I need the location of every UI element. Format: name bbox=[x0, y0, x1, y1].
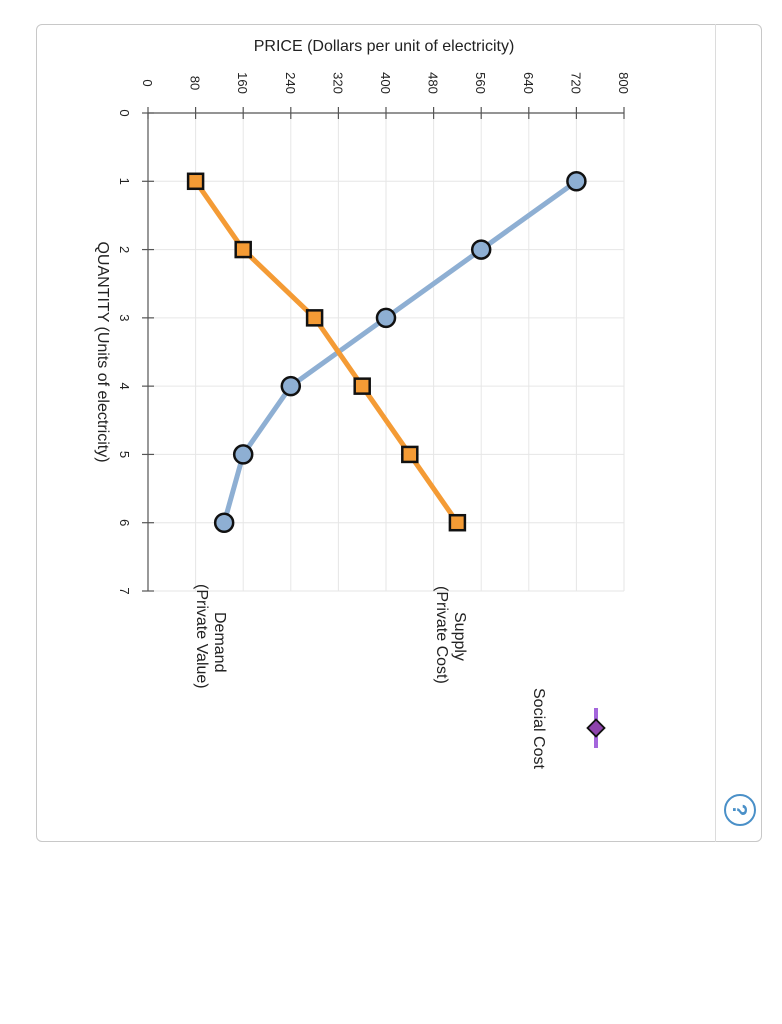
price-tick-label-480: 480 bbox=[426, 72, 441, 94]
series bbox=[186, 171, 587, 533]
help-icon-glyph: ? bbox=[728, 804, 750, 816]
quantity-tick-label-1: 1 bbox=[117, 178, 132, 185]
demand-point-5[interactable] bbox=[232, 444, 254, 465]
quantity-tick-label-2: 2 bbox=[117, 246, 132, 253]
demand-label-line2: (Private Value) bbox=[193, 584, 210, 689]
demand-point-4[interactable] bbox=[280, 375, 302, 397]
price-tick-label-320: 320 bbox=[330, 72, 345, 94]
quantity-tick-label-4: 4 bbox=[117, 383, 132, 390]
help-icon bbox=[724, 794, 756, 826]
demand-label-line1: Demand bbox=[211, 612, 228, 672]
price-tick-label-160: 160 bbox=[235, 72, 250, 94]
y-axis-title: PRICE (Dollars per unit of electricity) bbox=[254, 38, 515, 55]
quantity-tick-label-5: 5 bbox=[117, 451, 132, 458]
ticks: 0 80 160 240 320 400 480 560 640 720 800 0 1 2 3 4 5 6 7 bbox=[117, 72, 631, 594]
social-cost-legend-label: Social Cost bbox=[530, 688, 547, 769]
quantity-tick-label-0: 0 bbox=[117, 109, 132, 116]
supply-point-4[interactable] bbox=[353, 377, 371, 395]
price-tick-label-720: 720 bbox=[568, 72, 583, 94]
supply-point-6[interactable] bbox=[448, 513, 467, 532]
quantity-tick-label-6: 6 bbox=[117, 519, 132, 526]
price-tick-label-240: 240 bbox=[283, 72, 298, 94]
price-tick-label-0: 0 bbox=[140, 79, 155, 86]
graph-panel bbox=[36, 24, 762, 842]
supply-point-5[interactable] bbox=[401, 445, 419, 464]
panel-divider bbox=[715, 24, 716, 842]
price-tick-label-400: 400 bbox=[378, 72, 393, 94]
help-button[interactable]: ? bbox=[724, 794, 756, 826]
supply-label: Supply (Private Cost) bbox=[433, 586, 468, 684]
supply-label-line2: (Private Cost) bbox=[433, 586, 450, 684]
quantity-tick-label-3: 3 bbox=[117, 314, 132, 321]
supply-label-line1: Supply bbox=[451, 612, 468, 661]
supply-point-1[interactable] bbox=[186, 172, 205, 191]
price-tick-label-80: 80 bbox=[188, 76, 203, 90]
x-axis-title: QUANTITY (Units of electricity) bbox=[94, 241, 111, 462]
demand-point-2[interactable] bbox=[470, 239, 492, 260]
demand-curve-line bbox=[221, 179, 578, 524]
supply-point-3[interactable] bbox=[305, 309, 324, 327]
demand-point-1[interactable] bbox=[566, 171, 587, 192]
demand-label: Demand (Private Value) bbox=[193, 584, 228, 689]
grid bbox=[148, 113, 625, 592]
legend-social-cost[interactable]: Social Cost bbox=[530, 688, 606, 769]
price-tick-label-560: 560 bbox=[473, 72, 488, 94]
price-tick-label-640: 640 bbox=[521, 72, 536, 94]
demand-point-6[interactable] bbox=[213, 512, 235, 533]
demand-point-3[interactable] bbox=[375, 307, 397, 329]
price-tick-label-800: 800 bbox=[616, 72, 631, 94]
supply-curve-line bbox=[193, 179, 460, 525]
supply-point-2[interactable] bbox=[234, 240, 252, 259]
social-cost-legend-diamond bbox=[586, 718, 606, 738]
quantity-tick-label-7: 7 bbox=[117, 587, 132, 594]
